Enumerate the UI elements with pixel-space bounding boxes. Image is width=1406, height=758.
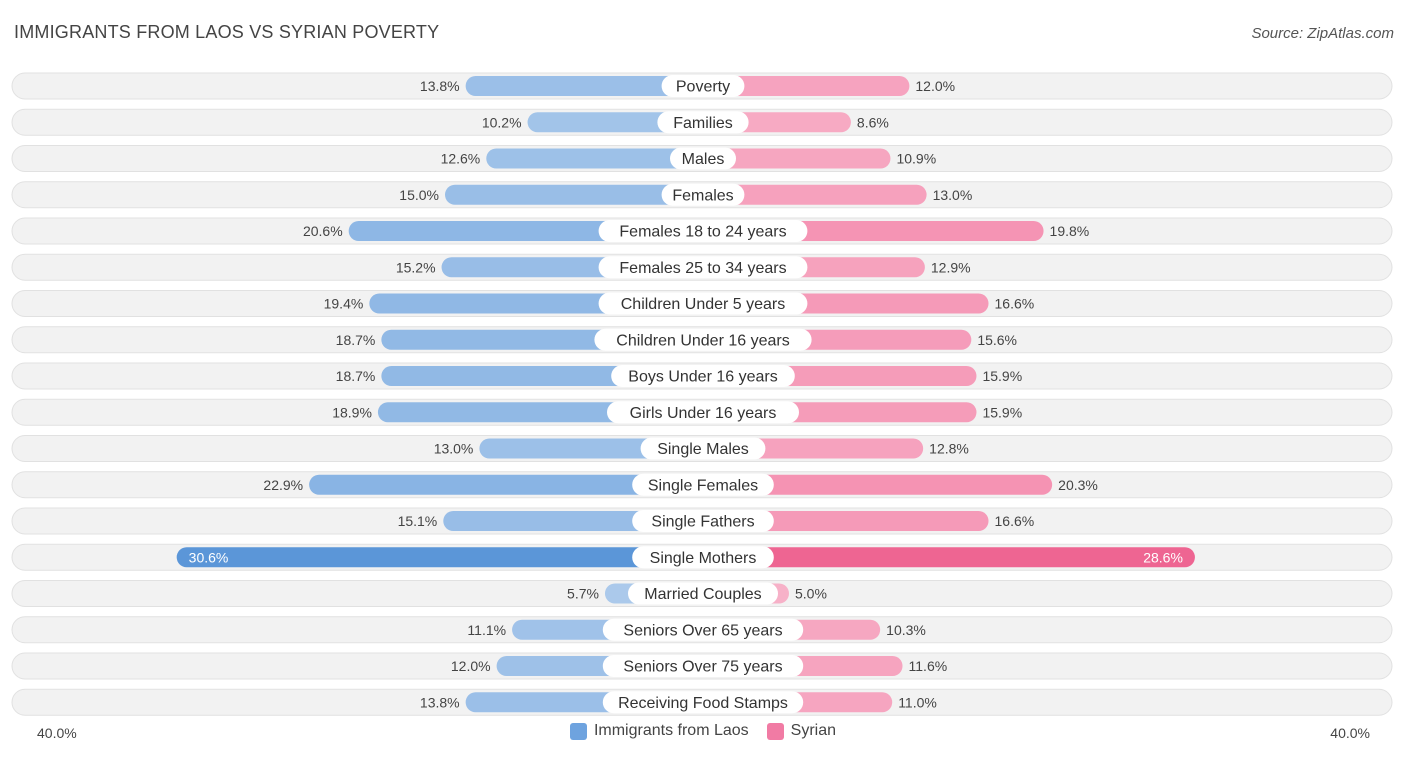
bar-syrian	[703, 511, 989, 531]
category-pill	[632, 510, 774, 532]
value-label-syrian: 28.6%	[1143, 549, 1183, 565]
category-pill	[602, 618, 804, 641]
value-label-syrian: 11.0%	[898, 694, 937, 710]
category-label: Females	[672, 187, 733, 204]
value-label-syrian: 20.3%	[1058, 477, 1098, 493]
value-label-syrian: 10.9%	[896, 151, 936, 167]
value-label-laos: 13.0%	[434, 441, 474, 457]
category-label: Females 25 to 34 years	[619, 260, 786, 277]
value-label-laos: 19.4%	[324, 296, 364, 312]
axis-label-left: 40.0%	[37, 725, 77, 741]
value-label-syrian: 19.8%	[1050, 223, 1090, 239]
bar-syrian	[703, 547, 1195, 568]
bar-syrian	[703, 184, 927, 205]
value-label-syrian: 5.0%	[795, 586, 827, 602]
value-label-syrian: 12.8%	[929, 441, 969, 457]
value-label-laos: 12.6%	[441, 151, 481, 167]
category-pill	[657, 111, 749, 134]
legend: Immigrants from Laos Syrian	[0, 722, 1406, 740]
category-label: Children Under 16 years	[616, 332, 789, 349]
value-label-syrian: 10.3%	[886, 622, 926, 638]
category-label: Males	[682, 151, 725, 168]
category-label: Females 18 to 24 years	[619, 224, 786, 241]
value-label-syrian: 16.6%	[995, 513, 1035, 529]
value-label-laos: 20.6%	[303, 223, 343, 239]
bar-syrian	[703, 148, 891, 169]
bar-syrian	[703, 474, 1053, 495]
legend-item-syrian[interactable]: Syrian	[766, 722, 837, 740]
category-label: Girls Under 16 years	[630, 405, 777, 422]
value-label-laos: 15.0%	[399, 187, 439, 203]
category-label: Single Mothers	[650, 550, 757, 567]
category-pill	[602, 655, 804, 677]
bar-laos	[486, 148, 703, 169]
category-pill	[640, 437, 766, 460]
bar-laos	[465, 76, 703, 96]
category-pill	[670, 147, 736, 170]
value-label-syrian: 15.9%	[982, 404, 1022, 420]
legend-label-syrian: Syrian	[790, 722, 837, 739]
value-label-laos: 5.7%	[567, 586, 599, 602]
category-pill	[598, 220, 808, 242]
value-label-syrian: 15.9%	[982, 368, 1022, 384]
value-label-syrian: 8.6%	[857, 114, 889, 130]
category-pill	[632, 473, 774, 496]
category-pill	[661, 75, 745, 97]
category-label: Boys Under 16 years	[628, 369, 777, 386]
category-pill	[628, 582, 778, 605]
category-label: Single Females	[648, 477, 758, 494]
category-pill	[611, 365, 795, 387]
value-label-laos: 13.8%	[420, 694, 460, 710]
category-label: Seniors Over 75 years	[623, 659, 782, 676]
axis-label-right: 40.0%	[1330, 725, 1370, 741]
category-label: Receiving Food Stamps	[618, 695, 788, 712]
value-label-syrian: 13.0%	[933, 187, 973, 203]
category-pill	[598, 292, 808, 315]
value-label-laos: 30.6%	[189, 549, 229, 565]
value-label-laos: 15.2%	[396, 259, 436, 275]
category-pill	[632, 546, 774, 569]
value-label-syrian: 16.6%	[995, 296, 1035, 312]
category-pill	[661, 183, 745, 206]
value-label-laos: 18.7%	[336, 368, 376, 384]
value-label-laos: 18.9%	[332, 404, 372, 420]
legend-item-laos[interactable]: Immigrants from Laos	[569, 722, 749, 740]
bar-laos	[445, 184, 703, 205]
bar-laos	[309, 474, 703, 495]
category-label: Seniors Over 65 years	[623, 622, 782, 639]
value-label-syrian: 12.0%	[915, 78, 955, 94]
bar-syrian	[703, 76, 910, 96]
category-pill	[594, 328, 812, 351]
value-label-laos: 11.1%	[467, 622, 506, 638]
value-label-laos: 15.1%	[398, 513, 438, 529]
legend-swatch-laos	[569, 722, 587, 740]
value-label-laos: 22.9%	[263, 477, 303, 493]
category-label: Single Males	[657, 441, 749, 458]
bar-laos	[176, 547, 703, 568]
category-pill	[607, 401, 799, 424]
category-label: Poverty	[676, 79, 730, 96]
category-label: Children Under 5 years	[621, 296, 786, 313]
category-pill	[598, 256, 808, 279]
category-pill	[602, 691, 804, 714]
value-label-syrian: 11.6%	[909, 658, 948, 674]
value-label-syrian: 15.6%	[977, 332, 1017, 348]
chart-title: IMMIGRANTS FROM LAOS VS SYRIAN POVERTY	[14, 22, 440, 42]
value-label-syrian: 12.9%	[931, 259, 971, 275]
category-label: Families	[673, 115, 733, 132]
legend-swatch-syrian	[766, 722, 784, 740]
value-label-laos: 10.2%	[482, 114, 522, 130]
legend-label-laos: Immigrants from Laos	[593, 722, 749, 739]
value-label-laos: 18.7%	[336, 332, 376, 348]
category-label: Single Fathers	[651, 514, 754, 531]
category-label: Married Couples	[644, 586, 761, 603]
source-label: Source: ZipAtlas.com	[1251, 25, 1394, 42]
value-label-laos: 13.8%	[420, 78, 460, 94]
value-label-laos: 12.0%	[451, 658, 491, 674]
